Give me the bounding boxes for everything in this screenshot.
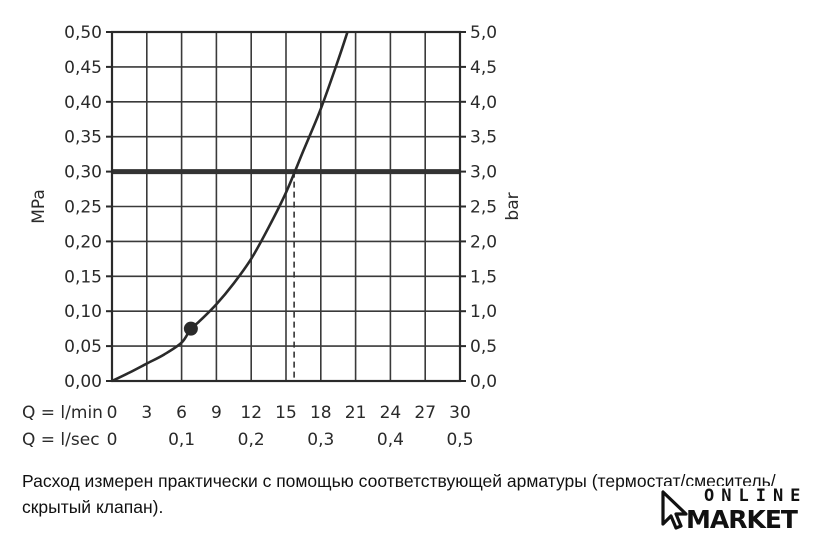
logo-text-market: MARKET <box>686 505 798 534</box>
reference-lines <box>112 169 460 381</box>
y2-tick-label: 0,5 <box>470 337 497 357</box>
x-axis-label-lmin: Q = l/min <box>22 403 103 423</box>
x2-tick-label: 0,5 <box>446 430 473 450</box>
x-tick-label: 0 <box>107 403 118 423</box>
y2-tick-label: 3,0 <box>470 163 497 183</box>
x-tick-label: 30 <box>449 403 471 423</box>
y-tick-label: 0,15 <box>64 267 102 287</box>
x2-tick-label: 0,1 <box>168 430 195 450</box>
x2-tick-label: 0,3 <box>307 430 334 450</box>
logo-text-online: ONLINE <box>704 486 808 506</box>
x2-tick-label: 0 <box>107 430 118 450</box>
series-line <box>111 31 349 383</box>
y2-tick-label: 0,0 <box>470 372 497 392</box>
chart-grid <box>112 32 460 381</box>
y-axis-label-bar: bar <box>503 192 523 220</box>
y-tick-label: 0,00 <box>64 372 102 392</box>
y-tick-label: 0,20 <box>64 232 102 252</box>
y2-tick-label: 4,5 <box>470 58 497 78</box>
x-tick-label: 12 <box>240 403 262 423</box>
y-tick-label: 0,50 <box>64 23 102 43</box>
y2-tick-label: 2,5 <box>470 198 497 218</box>
y-tick-label: 0,40 <box>64 93 102 113</box>
x-tick-label: 3 <box>141 403 152 423</box>
y2-tick-label: 1,5 <box>470 267 497 287</box>
y2-tick-label: 1,0 <box>470 302 497 322</box>
cursor-icon <box>661 490 688 530</box>
x-tick-label: 15 <box>275 403 297 423</box>
x-tick-label: 6 <box>176 403 187 423</box>
x-tick-label: 21 <box>345 403 367 423</box>
y2-tick-label: 5,0 <box>470 23 497 43</box>
x-tick-label: 27 <box>414 403 436 423</box>
data-point-marker <box>183 321 198 336</box>
online-market-logo: ONLINE MARKET <box>660 486 810 536</box>
x-tick-label: 18 <box>310 403 332 423</box>
y-tick-label: 0,45 <box>64 58 102 78</box>
y-tick-label: 0,30 <box>64 163 102 183</box>
x2-tick-label: 0,2 <box>238 430 265 450</box>
pressure-flow-chart: 0,000,050,100,150,200,250,300,350,400,45… <box>22 23 523 450</box>
flow-curve <box>111 31 349 383</box>
x-axis-label-lsec: Q = l/sec <box>22 430 100 450</box>
plot-frame <box>106 30 466 383</box>
y-tick-label: 0,10 <box>64 302 102 322</box>
tick-labels: 0,000,050,100,150,200,250,300,350,400,45… <box>64 23 497 450</box>
y-tick-label: 0,35 <box>64 128 102 148</box>
x-tick-label: 24 <box>380 403 402 423</box>
y2-tick-label: 4,0 <box>470 93 497 113</box>
y-tick-label: 0,25 <box>64 198 102 218</box>
x-tick-label: 9 <box>211 403 222 423</box>
y2-tick-label: 3,5 <box>470 128 497 148</box>
y2-tick-label: 2,0 <box>470 232 497 252</box>
y-axis-label-mpa: MPa <box>29 189 49 224</box>
y-tick-label: 0,05 <box>64 337 102 357</box>
x2-tick-label: 0,4 <box>377 430 404 450</box>
measurement-caption: Расход измерен практически с помощью соо… <box>22 471 776 517</box>
